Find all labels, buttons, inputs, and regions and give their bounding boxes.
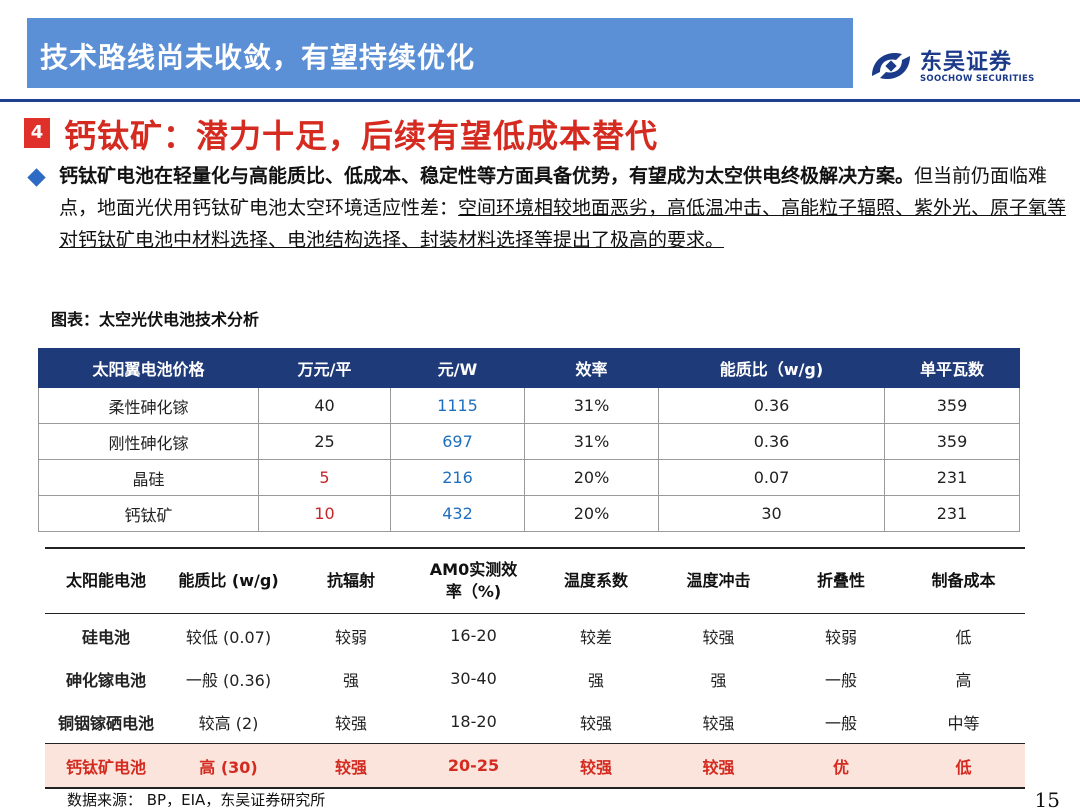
table-row: 刚性砷化镓 25 697 31% 0.36 359: [38, 423, 1020, 460]
table-cell: 231: [884, 459, 1020, 496]
table-cell: 低: [902, 743, 1025, 789]
table-cell: 31%: [524, 387, 659, 424]
table-cell: 铜铟镓硒电池: [57, 713, 154, 733]
table-cell: 216: [390, 459, 525, 496]
table-cell: 较高 (2): [198, 713, 259, 733]
technology-comparison-table: 太阳能电池 能质比 (w/g) 抗辐射 AM0实测效率（%) 温度系数 温度冲击…: [45, 547, 1025, 789]
table-cell: 中等: [947, 713, 980, 733]
section-number-badge: 4: [24, 118, 50, 148]
soochow-logo-icon: [872, 52, 910, 80]
table-row: 柔性砷化镓 40 1115 31% 0.36 359: [38, 387, 1020, 424]
table-cell: 40: [258, 387, 391, 424]
table-row: 铜铟镓硒电池 较高 (2) 较强 18-20 较强 较强 一般 中等: [45, 700, 1025, 744]
paragraph-underlined-text: 空间环境相较地面恶劣，高低温冲击、高能粒子辐照、紫外光、原子氧等对钙钛矿电池中材…: [59, 197, 1067, 251]
table-cell: 低: [955, 627, 972, 647]
table-cell: 30-40: [450, 669, 497, 688]
table-cell: 较弱: [334, 627, 367, 647]
table-cell: 高 (30): [167, 743, 290, 789]
table-cell: 较强: [535, 743, 657, 789]
table-cell: 柔性砷化镓: [38, 387, 259, 424]
section-title: 钙钛矿：潜力十足，后续有望低成本替代: [64, 117, 659, 155]
table-cell: 刚性砷化镓: [38, 423, 259, 460]
table-header-cell: AM0实测效率（%): [412, 547, 535, 614]
table-row: 硅电池 较低 (0.07) 较弱 16-20 较差 较强 较弱 低: [45, 614, 1025, 658]
table-cell: 0.36: [658, 423, 885, 460]
logo-english-name: SOOCHOW SECURITIES: [920, 74, 1035, 84]
table-cell: 硅电池: [81, 627, 130, 647]
paragraph-bold-text: 钙钛矿电池在轻量化与高能质比、低成本、稳定性等方面具备优势，有望成为太空供电终极…: [59, 165, 915, 187]
price-table: 太阳翼电池价格 万元/平 元/W 效率 能质比（w/g) 单平瓦数 柔性砷化镓 …: [38, 348, 1020, 532]
table-header-cell: 太阳能电池: [45, 547, 167, 614]
table-cell: 钙钛矿: [38, 495, 259, 532]
table-cell: 697: [390, 423, 525, 460]
table-header-cell: 能质比（w/g): [658, 348, 885, 388]
table-cell: 359: [884, 387, 1020, 424]
table-header-row: 太阳能电池 能质比 (w/g) 抗辐射 AM0实测效率（%) 温度系数 温度冲击…: [45, 547, 1025, 614]
figure-caption: 图表：太空光伏电池技术分析: [51, 310, 260, 329]
table-header-cell: 温度冲击: [657, 547, 780, 614]
table-row: 钙钛矿 10 432 20% 30 231: [38, 495, 1020, 532]
table-header-cell: 抗辐射: [290, 547, 412, 614]
table-cell: 较强: [290, 743, 412, 789]
table-row: 砷化镓电池 一般 (0.36) 强 30-40 强 强 一般 高: [45, 657, 1025, 700]
table-cell: 优: [780, 743, 902, 789]
table-cell: 10: [258, 495, 391, 532]
table-header-cell: 单平瓦数: [884, 348, 1020, 388]
table-cell: 晶硅: [38, 459, 259, 496]
table-row: 晶硅 5 216 20% 0.07 231: [38, 459, 1020, 496]
table-cell: 强: [342, 670, 359, 690]
table-cell: 0.07: [658, 459, 885, 496]
table-header-cell: 能质比 (w/g): [167, 547, 290, 614]
header-divider: [0, 99, 1080, 102]
table-cell: 高: [955, 670, 972, 690]
paragraph-plain-text: 但当前仍面临难点，地面光伏用钙钛矿电池太空环境适应性差：: [59, 165, 1048, 219]
table-cell: 较差: [579, 627, 612, 647]
logo-chinese-name: 东吴证券: [920, 50, 1013, 75]
table-header-cell: 制备成本: [902, 547, 1025, 614]
table-cell: 1115: [390, 387, 525, 424]
table-cell: 20%: [524, 459, 659, 496]
table-header-cell: 效率: [524, 348, 659, 388]
diamond-bullet-icon: [27, 168, 46, 187]
table-header-row: 太阳翼电池价格 万元/平 元/W 效率 能质比（w/g) 单平瓦数: [38, 348, 1020, 388]
table-cell: 359: [884, 423, 1020, 460]
table-cell: 16-20: [450, 626, 497, 645]
table-cell: 较强: [579, 713, 612, 733]
table-cell: 5: [258, 459, 391, 496]
table-cell: 钙钛矿电池: [45, 743, 167, 789]
page-number: 15: [1034, 788, 1060, 812]
table-cell: 一般: [824, 713, 857, 733]
table-cell: 231: [884, 495, 1020, 532]
table-cell: 强: [710, 670, 727, 690]
table-cell: 0.36: [658, 387, 885, 424]
table-cell: 30: [658, 495, 885, 532]
page-title: 技术路线尚未收敛，有望持续优化: [40, 41, 476, 74]
table-cell: 较强: [334, 713, 367, 733]
table-cell: 20-25: [412, 743, 535, 789]
table-header-cell: 折叠性: [780, 547, 902, 614]
table-cell: 较弱: [824, 627, 857, 647]
title-bar: 技术路线尚未收敛，有望持续优化: [27, 18, 853, 88]
table-cell: 强: [587, 670, 604, 690]
table-cell: 较强: [702, 713, 735, 733]
table-cell: 432: [390, 495, 525, 532]
table-header-cell: 元/W: [390, 348, 525, 388]
data-source: 数据来源： BP，EIA，东吴证券研究所: [67, 791, 326, 809]
table-cell: 砷化镓电池: [65, 670, 146, 690]
table-header-cell: 万元/平: [258, 348, 391, 388]
table-cell: 18-20: [450, 712, 497, 731]
table-header-cell: 太阳翼电池价格: [38, 348, 259, 388]
company-logo: 东吴证券 SOOCHOW SECURITIES: [868, 46, 1058, 90]
highlighted-table-row: 钙钛矿电池 高 (30) 较强 20-25 较强 较强 优 低: [45, 743, 1025, 789]
table-cell: 较低 (0.07): [185, 627, 272, 647]
table-cell: 20%: [524, 495, 659, 532]
table-header-cell: 温度系数: [535, 547, 657, 614]
table-cell: 31%: [524, 423, 659, 460]
table-cell: 一般 (0.36): [185, 670, 272, 690]
table-cell: 25: [258, 423, 391, 460]
table-cell: 较强: [657, 743, 780, 789]
table-cell: 一般: [824, 670, 857, 690]
bullet-paragraph: 钙钛矿电池在轻量化与高能质比、低成本、稳定性等方面具备优势，有望成为太空供电终极…: [59, 160, 1069, 256]
table-cell: 较强: [702, 627, 735, 647]
